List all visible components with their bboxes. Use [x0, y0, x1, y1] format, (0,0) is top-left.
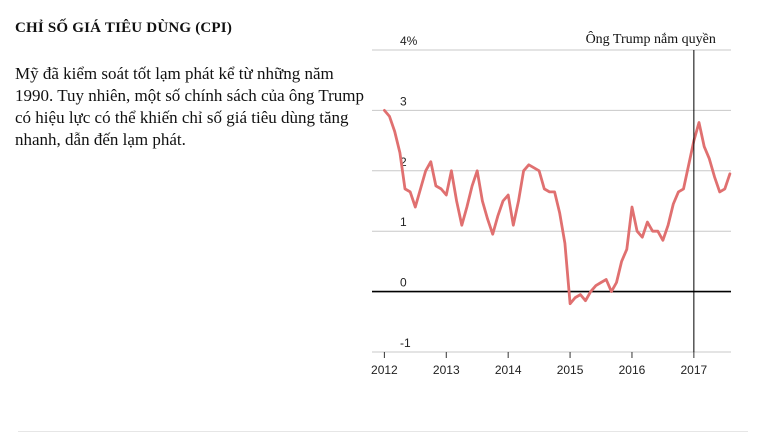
y-tick-label: 4% — [400, 34, 418, 48]
x-tick-label: 2016 — [619, 363, 646, 377]
x-tick-label: 2013 — [433, 363, 460, 377]
y-tick-label: 3 — [400, 94, 407, 108]
bottom-divider — [18, 431, 748, 432]
trump-term-label: Ông Trump nắm quyền — [586, 30, 716, 47]
chart-title: CHỈ SỐ GIÁ TIÊU DÙNG (CPI) — [15, 20, 233, 36]
x-tick-label: 2017 — [681, 363, 708, 377]
y-tick-label: 1 — [400, 215, 407, 229]
y-tick-label: 0 — [400, 276, 407, 290]
y-tick-label: -1 — [400, 336, 411, 350]
chart-description: Mỹ đã kiểm soát tốt lạm phát kể từ những… — [15, 64, 364, 149]
y-tick-label: 2 — [400, 155, 407, 169]
x-tick-label: 2014 — [495, 363, 522, 377]
cpi-series-line — [383, 109, 732, 306]
x-tick-label: 2012 — [371, 363, 398, 377]
x-tick-label: 2015 — [557, 363, 584, 377]
